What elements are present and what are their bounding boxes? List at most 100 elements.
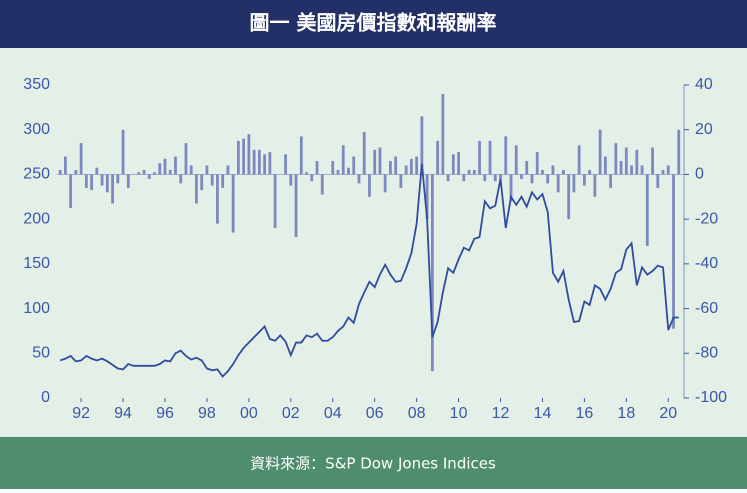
bar <box>116 174 120 184</box>
bar <box>347 167 350 175</box>
bar <box>630 165 633 175</box>
bar <box>100 174 104 186</box>
bar <box>378 147 382 175</box>
bar <box>451 154 455 175</box>
bar <box>383 174 387 193</box>
bar <box>331 161 335 175</box>
bar <box>252 149 256 175</box>
bar <box>205 165 209 175</box>
bar <box>263 154 267 175</box>
bar <box>315 161 319 175</box>
bar <box>425 174 429 220</box>
bar <box>121 129 125 175</box>
bar <box>478 140 481 175</box>
bar <box>368 174 371 197</box>
bar <box>409 158 413 175</box>
bar <box>111 174 114 204</box>
bar <box>609 174 613 188</box>
y2-tick-label: 40 <box>695 76 713 93</box>
title-banner <box>0 0 747 48</box>
bar <box>294 174 298 238</box>
line <box>59 163 679 378</box>
bar <box>520 174 523 179</box>
bar <box>357 174 361 184</box>
bar <box>147 174 151 179</box>
x-tick-label: 00 <box>240 405 258 422</box>
bar <box>268 152 272 175</box>
bar <box>163 158 167 175</box>
y-tick-label: 300 <box>23 121 50 138</box>
bar <box>499 174 502 179</box>
bar <box>90 174 94 191</box>
bar <box>74 169 78 175</box>
bar <box>441 93 445 175</box>
bar <box>556 174 560 193</box>
bar <box>352 156 356 175</box>
bar <box>436 140 440 175</box>
bar <box>624 147 628 175</box>
x-tick-label: 18 <box>617 405 635 422</box>
bar <box>651 147 654 175</box>
bar <box>567 174 571 220</box>
bar <box>105 174 109 193</box>
bar <box>420 116 424 175</box>
source-note: 資料來源：S&P Dow Jones Indices <box>250 455 496 473</box>
bar <box>603 156 607 175</box>
bar <box>582 174 586 186</box>
x-tick-label: 08 <box>408 405 426 422</box>
y-tick-label: 350 <box>23 76 50 93</box>
x-tick-label: 94 <box>114 405 132 422</box>
x-tick-label: 06 <box>366 405 384 422</box>
bar <box>462 174 466 182</box>
bar <box>158 163 162 175</box>
bar <box>483 174 487 182</box>
bar <box>63 156 67 175</box>
bar <box>399 174 403 188</box>
bar <box>551 165 555 175</box>
bar <box>341 145 345 175</box>
x-tick-label: 98 <box>198 405 216 422</box>
y2-tick-label: 0 <box>695 166 704 183</box>
bar <box>672 174 675 329</box>
y2-tick-label: 20 <box>695 121 713 138</box>
bar <box>216 174 219 224</box>
bar <box>305 172 308 175</box>
x-tick-label: 20 <box>659 405 677 422</box>
bar <box>95 167 99 175</box>
bar <box>661 169 665 175</box>
plot-background <box>0 48 747 437</box>
y2-tick-label: -20 <box>695 210 718 227</box>
bar <box>598 129 602 175</box>
bar <box>509 174 513 202</box>
bar <box>320 174 324 195</box>
bar <box>541 169 544 175</box>
bar <box>656 174 660 188</box>
bar <box>457 152 460 175</box>
bar <box>299 136 303 175</box>
x-tick-label: 14 <box>534 405 552 422</box>
bar <box>614 143 618 175</box>
bar <box>289 174 293 186</box>
y-tick-label: 50 <box>32 345 50 362</box>
bar <box>284 154 287 175</box>
bar <box>184 143 188 175</box>
bar <box>189 165 193 175</box>
footer-banner <box>0 437 747 489</box>
bar <box>467 169 471 175</box>
bar <box>572 174 576 193</box>
bar <box>231 174 235 233</box>
bar <box>404 165 408 175</box>
x-tick-label: 04 <box>324 405 342 422</box>
bar <box>69 174 73 208</box>
bar <box>200 174 204 191</box>
bar <box>247 134 251 175</box>
bar <box>525 161 529 175</box>
bar <box>535 152 539 175</box>
bar <box>58 169 62 175</box>
y-tick-label: 100 <box>23 300 50 317</box>
bar <box>472 169 476 175</box>
y2-tick-label: -40 <box>695 255 718 272</box>
x-tick-label: 96 <box>156 405 174 422</box>
bar <box>79 143 83 175</box>
bar <box>514 145 518 175</box>
